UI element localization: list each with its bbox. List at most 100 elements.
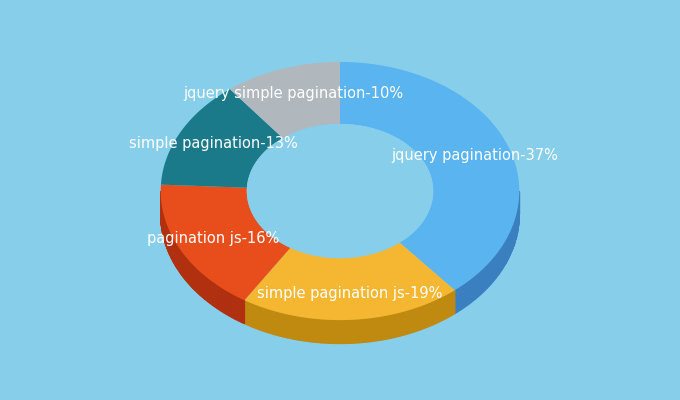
Polygon shape	[483, 267, 486, 292]
Polygon shape	[343, 235, 344, 258]
Polygon shape	[379, 228, 381, 252]
Polygon shape	[194, 266, 196, 291]
Polygon shape	[238, 297, 239, 321]
Polygon shape	[416, 307, 418, 331]
Polygon shape	[299, 228, 300, 252]
Polygon shape	[428, 302, 430, 326]
Polygon shape	[356, 234, 357, 257]
Polygon shape	[361, 233, 362, 256]
Polygon shape	[347, 235, 348, 258]
Polygon shape	[455, 289, 457, 314]
Polygon shape	[398, 219, 400, 243]
Polygon shape	[503, 243, 505, 268]
Polygon shape	[191, 263, 192, 288]
Polygon shape	[182, 252, 183, 277]
Polygon shape	[311, 232, 313, 255]
Polygon shape	[286, 314, 288, 338]
Polygon shape	[449, 292, 452, 317]
Polygon shape	[512, 225, 513, 251]
Polygon shape	[303, 229, 304, 253]
Polygon shape	[291, 225, 292, 249]
Polygon shape	[413, 208, 415, 232]
Polygon shape	[292, 226, 293, 249]
Polygon shape	[365, 232, 367, 256]
Text: simple pagination-13%: simple pagination-13%	[129, 136, 297, 151]
Polygon shape	[303, 317, 305, 341]
Polygon shape	[301, 317, 303, 341]
Polygon shape	[481, 268, 483, 294]
Polygon shape	[350, 234, 352, 258]
Polygon shape	[208, 278, 209, 302]
Polygon shape	[282, 313, 284, 337]
Polygon shape	[173, 239, 174, 263]
Polygon shape	[369, 231, 370, 255]
Polygon shape	[201, 273, 203, 297]
Polygon shape	[244, 243, 455, 320]
Polygon shape	[496, 253, 497, 278]
Polygon shape	[290, 224, 291, 248]
Polygon shape	[364, 232, 365, 256]
Polygon shape	[299, 317, 301, 340]
Polygon shape	[275, 216, 276, 240]
Polygon shape	[295, 227, 296, 250]
Text: simple pagination js-19%: simple pagination js-19%	[257, 286, 442, 301]
Polygon shape	[469, 279, 471, 304]
Polygon shape	[290, 315, 292, 339]
Polygon shape	[457, 287, 460, 312]
Polygon shape	[312, 318, 314, 342]
Polygon shape	[279, 218, 280, 242]
Polygon shape	[339, 235, 341, 258]
Polygon shape	[209, 279, 210, 304]
Polygon shape	[199, 271, 201, 295]
Polygon shape	[307, 318, 310, 342]
Polygon shape	[197, 269, 198, 293]
Polygon shape	[358, 319, 360, 343]
Polygon shape	[341, 235, 342, 258]
Polygon shape	[439, 298, 440, 322]
Polygon shape	[283, 221, 284, 244]
Polygon shape	[321, 234, 322, 257]
Polygon shape	[315, 232, 316, 256]
Polygon shape	[321, 320, 324, 343]
Polygon shape	[362, 319, 364, 342]
Polygon shape	[189, 261, 190, 285]
Polygon shape	[369, 318, 371, 342]
Polygon shape	[243, 300, 244, 324]
Polygon shape	[505, 240, 506, 266]
Polygon shape	[373, 230, 374, 254]
Polygon shape	[337, 235, 339, 258]
Polygon shape	[396, 221, 397, 245]
Polygon shape	[192, 264, 193, 289]
Polygon shape	[394, 222, 395, 246]
Polygon shape	[313, 232, 314, 256]
Text: pagination js-16%: pagination js-16%	[147, 231, 279, 246]
Polygon shape	[296, 316, 299, 340]
Polygon shape	[340, 62, 520, 290]
Polygon shape	[333, 320, 335, 343]
Polygon shape	[351, 320, 353, 343]
Polygon shape	[509, 232, 510, 257]
Polygon shape	[354, 234, 355, 258]
Polygon shape	[288, 224, 290, 248]
Text: jquery pagination-37%: jquery pagination-37%	[391, 148, 558, 164]
Polygon shape	[395, 313, 398, 337]
Polygon shape	[320, 233, 321, 257]
Polygon shape	[380, 316, 382, 340]
Polygon shape	[393, 314, 395, 338]
Polygon shape	[271, 310, 273, 334]
Polygon shape	[425, 194, 426, 219]
Polygon shape	[273, 215, 274, 238]
Polygon shape	[230, 62, 340, 138]
Polygon shape	[384, 226, 385, 250]
Polygon shape	[196, 268, 197, 292]
Polygon shape	[294, 316, 296, 340]
Polygon shape	[410, 309, 412, 333]
Polygon shape	[232, 294, 233, 318]
Polygon shape	[304, 230, 305, 253]
Polygon shape	[412, 308, 414, 332]
Polygon shape	[186, 257, 187, 282]
Polygon shape	[411, 210, 413, 234]
Polygon shape	[342, 235, 343, 258]
Polygon shape	[246, 301, 248, 325]
Polygon shape	[250, 303, 252, 327]
